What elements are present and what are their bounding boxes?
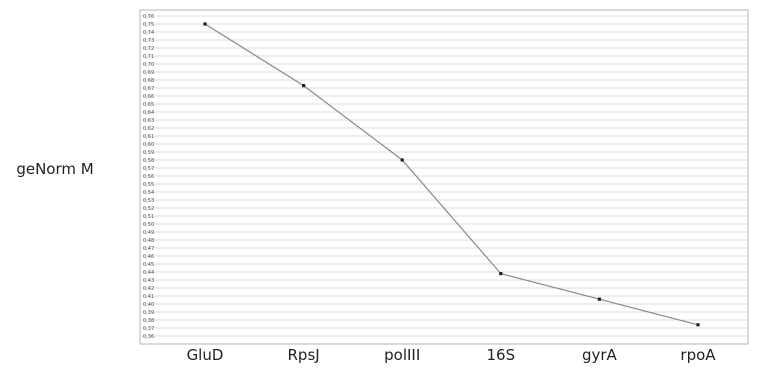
y-tick-label: 0,76: [143, 14, 154, 20]
y-tick-label: 0,69: [143, 70, 154, 76]
y-tick-label: 0,67: [143, 86, 154, 92]
data-point: [597, 297, 601, 301]
y-tick-label: 0,71: [143, 54, 154, 60]
y-tick-label: 0,51: [143, 214, 154, 220]
y-tick-label: 0,40: [143, 302, 154, 308]
y-tick-label: 0,68: [143, 78, 154, 84]
y-tick-label: 0,41: [143, 294, 154, 300]
y-tick-label: 0,52: [143, 206, 154, 212]
x-tick-label: GluD: [187, 346, 224, 364]
y-tick-label: 0,70: [143, 62, 154, 68]
y-tick-label: 0,65: [143, 102, 154, 108]
y-tick-label: 0,46: [143, 254, 154, 260]
plot-frame: [139, 9, 749, 345]
y-tick-label: 0,73: [143, 38, 154, 44]
y-tick-label: 0,75: [143, 22, 154, 28]
y-tick-label: 0,37: [143, 326, 154, 332]
x-tick-label: rpoA: [680, 346, 716, 364]
y-tick-label: 0,60: [143, 142, 154, 148]
y-tick-label: 0,39: [143, 310, 154, 316]
y-tick-label: 0,66: [143, 94, 154, 100]
y-tick-label: 0,53: [143, 198, 154, 204]
y-tick-label: 0,49: [143, 230, 154, 236]
y-tick-label: 0,57: [143, 166, 154, 172]
y-tick-label: 0,55: [143, 182, 154, 188]
y-tick-label: 0,42: [143, 286, 154, 292]
x-tick-label: polIII: [384, 346, 420, 364]
y-tick-label: 0,56: [143, 174, 154, 180]
y-tick-label: 0,43: [143, 278, 154, 284]
x-tick-label: 16S: [486, 346, 515, 364]
y-axis-title: geNorm M: [16, 160, 94, 178]
data-point: [302, 84, 306, 88]
y-tick-label: 0,63: [143, 118, 154, 124]
y-tick-label: 0,47: [143, 246, 154, 252]
data-point: [203, 22, 207, 26]
y-tick-label: 0,64: [143, 110, 154, 116]
y-tick-label: 0,59: [143, 150, 154, 156]
y-tick-label: 0,74: [143, 30, 154, 36]
y-tick-label: 0,72: [143, 46, 154, 52]
y-tick-label: 0,45: [143, 262, 154, 268]
series-line: [204, 23, 699, 326]
y-tick-label: 0,61: [143, 134, 154, 140]
data-point: [696, 323, 700, 327]
y-tick-label: 0,58: [143, 158, 154, 164]
y-tick-label: 0,62: [143, 126, 154, 132]
y-tick-label: 0,44: [143, 270, 154, 276]
y-tick-label: 0,54: [143, 190, 154, 196]
y-tick-label: 0,38: [143, 318, 154, 324]
y-tick-label: 0,50: [143, 222, 154, 228]
data-point: [400, 158, 404, 162]
y-tick-label: 0,48: [143, 238, 154, 244]
data-point: [499, 272, 503, 276]
x-tick-label: gyrA: [582, 346, 618, 364]
y-tick-label: 0,36: [143, 334, 154, 340]
x-tick-label: RpsJ: [288, 346, 320, 364]
